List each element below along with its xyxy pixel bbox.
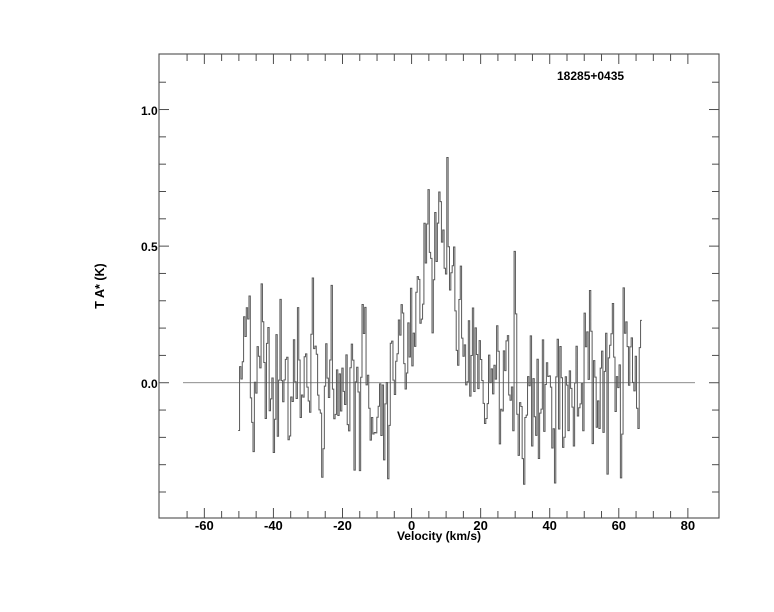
svg-text:T A* (K): T A* (K)	[93, 263, 107, 308]
